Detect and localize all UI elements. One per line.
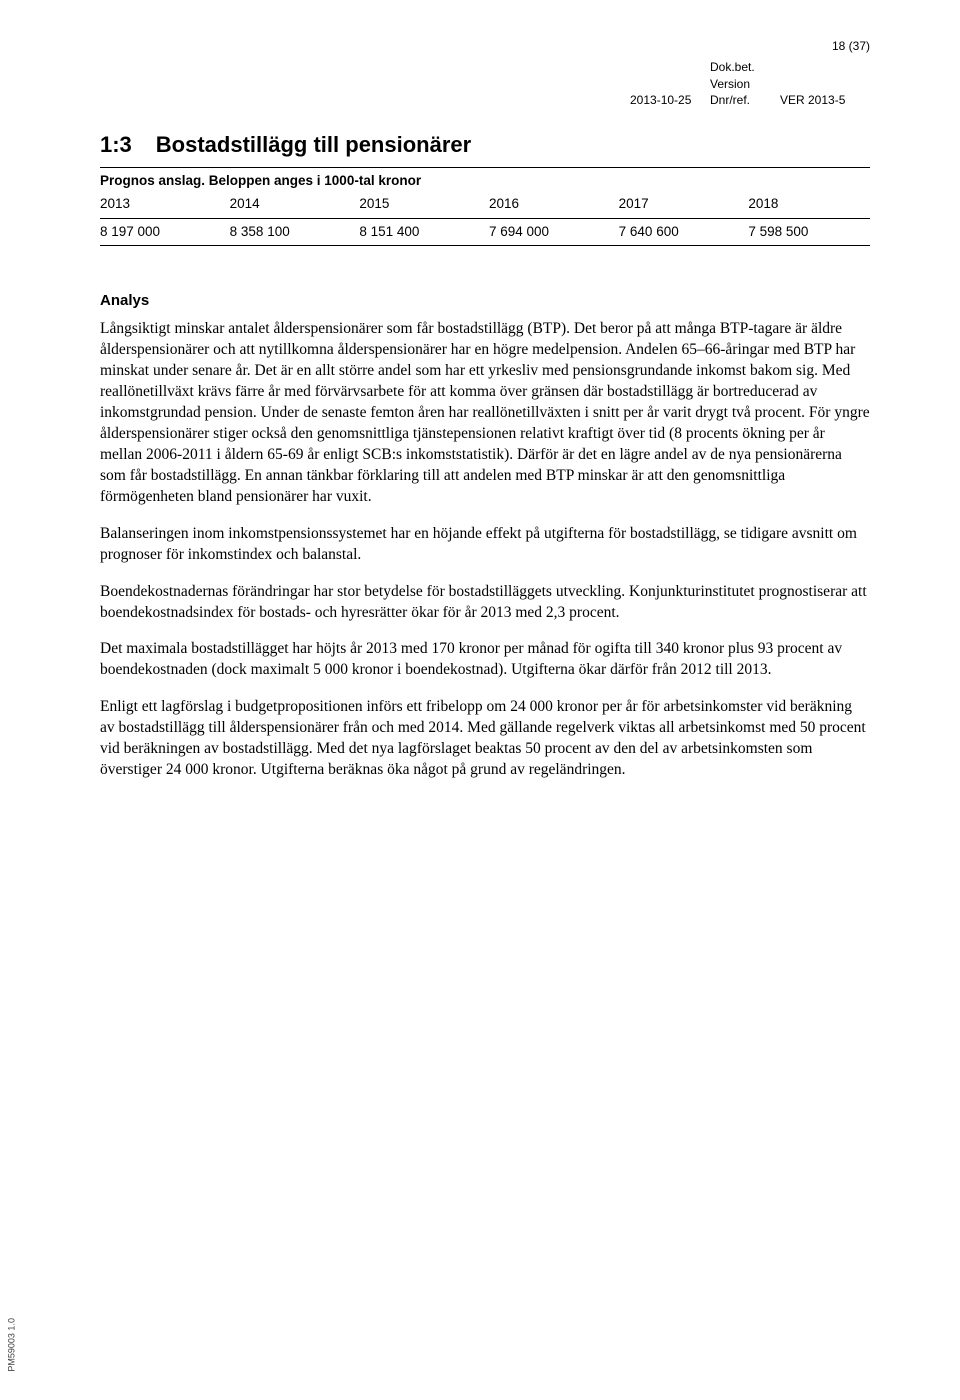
page-number: 18 (37) — [630, 38, 870, 55]
side-label: PM59003 1.0 — [5, 1318, 18, 1372]
section-number: 1:3 — [100, 132, 132, 157]
section-heading: 1:3 Bostadstillägg till pensionärer — [100, 130, 870, 161]
paragraph: Det maximala bostadstillägget har höjts … — [100, 639, 870, 681]
paragraph: Enligt ett lagförslag i budgetpropositio… — [100, 697, 870, 781]
prognos-table: Prognos anslag. Beloppen anges i 1000-ta… — [100, 167, 870, 247]
cell: 8 358 100 — [230, 223, 352, 242]
cell: 8 197 000 — [100, 223, 222, 242]
section-title: Bostadstillägg till pensionärer — [156, 132, 471, 157]
col-head: 2015 — [359, 195, 481, 214]
cell: 7 598 500 — [748, 223, 870, 242]
col-head: 2017 — [619, 195, 741, 214]
analys-heading: Analys — [100, 290, 870, 311]
table-header-row: 2013 2014 2015 2016 2017 2018 — [100, 193, 870, 219]
header-date: 2013-10-25 — [630, 92, 710, 109]
dokbet-label: Dok.bet. — [710, 59, 780, 76]
dnrref-label: Dnr/ref. — [710, 92, 780, 109]
document-header: 18 (37) Dok.bet. Version 2013-10-25 Dnr/… — [630, 38, 870, 109]
version-label: Version — [710, 76, 780, 93]
col-head: 2016 — [489, 195, 611, 214]
paragraph: Balanseringen inom inkomstpensionssystem… — [100, 524, 870, 566]
table-caption: Prognos anslag. Beloppen anges i 1000-ta… — [100, 167, 870, 193]
cell: 7 640 600 — [619, 223, 741, 242]
col-head: 2014 — [230, 195, 352, 214]
paragraph: Boendekostnadernas förändringar har stor… — [100, 582, 870, 624]
table-row: 8 197 000 8 358 100 8 151 400 7 694 000 … — [100, 219, 870, 247]
vernum: VER 2013-5 — [780, 92, 870, 109]
paragraph: Långsiktigt minskar antalet ålderspensio… — [100, 319, 870, 507]
cell: 7 694 000 — [489, 223, 611, 242]
col-head: 2013 — [100, 195, 222, 214]
col-head: 2018 — [748, 195, 870, 214]
cell: 8 151 400 — [359, 223, 481, 242]
